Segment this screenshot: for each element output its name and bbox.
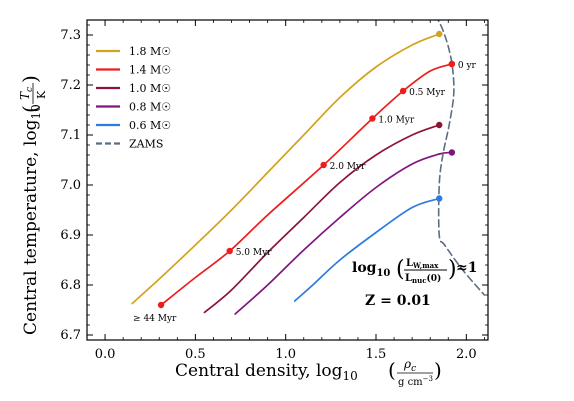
y-axis-label-sub: 10: [29, 104, 43, 119]
zams-point-mass-1-0: [436, 121, 443, 129]
legend: 1.8 M☉ 1.4 M☉ 1.0 M☉ 0.8 M☉ 0.6 M☉ ZAMS: [96, 45, 171, 151]
age-marker: [157, 301, 165, 309]
x-axis-label: Central density, log10 ( ρc g cm−3 ): [175, 357, 442, 388]
svg-text:Lnuc(0): Lnuc(0): [405, 273, 441, 285]
x-axis-label-sub: 10: [343, 369, 358, 383]
age-label: 5.0 Myr: [236, 248, 272, 258]
y-tick-label: 6.9: [60, 228, 81, 243]
legend-label: ZAMS: [129, 138, 163, 151]
age-marker: [226, 247, 233, 255]
zams-point-mass-0-6: [436, 195, 443, 202]
y-paren-open: (: [18, 105, 42, 113]
y-tick-label: 7.3: [60, 28, 81, 43]
series-line-zams: [437, 20, 486, 296]
y-tick-label: 6.8: [60, 278, 81, 293]
series-layer: [131, 20, 486, 315]
age-marker: [369, 115, 376, 122]
age-label: 0.5 Myr: [409, 88, 445, 98]
series-line-mass-1-8: [131, 33, 441, 305]
y-paren-close: ): [18, 75, 42, 83]
condition-annotation: log10 ( LW,max Lnuc(0) ) ≈1: [352, 257, 477, 285]
svg-text:Central temperature, log10: Central temperature, log10: [21, 104, 43, 335]
x-tick-label: 0.5: [185, 347, 206, 362]
age-marker: [320, 161, 327, 169]
x-tick-label: 1.5: [366, 347, 387, 362]
legend-label: 1.4 M☉: [129, 64, 171, 77]
series-line-mass-1-0: [203, 124, 441, 314]
age-marker: [448, 60, 456, 68]
svg-text:≈1: ≈1: [456, 260, 477, 276]
x-tick-label: 0.0: [95, 347, 116, 362]
cond-paren-close: ): [448, 257, 457, 282]
zams-point-mass-1-8: [436, 30, 443, 38]
age-label: ≥ 44 Myr: [133, 314, 177, 324]
y-tick-label: 7.1: [60, 128, 81, 143]
y-frac-den: K: [35, 90, 48, 99]
tick-label-layer: 0.0 0.5 1.0 1.5 2.0 6.7 6.8 6.9 7.0 7.1 7.2 7.3: [60, 28, 476, 362]
metallicity-label: Z = 0.01: [365, 293, 431, 309]
x-tick-label: 2.0: [456, 347, 477, 362]
cond-paren-open: (: [396, 257, 405, 282]
x-paren-open: (: [388, 358, 396, 382]
legend-label: 1.8 M☉: [129, 45, 171, 58]
x-paren-close: ): [434, 358, 442, 382]
legend-label: 0.8 M☉: [129, 101, 171, 114]
y-frac-num: Tc: [18, 87, 35, 100]
age-label: 0 yr: [458, 61, 477, 71]
svg-text:Central density, log10: Central density, log10: [175, 361, 358, 383]
series-line-mass-0-8: [234, 151, 453, 315]
y-tick-label: 7.0: [60, 178, 81, 193]
y-axis-label-main: Central temperature, log: [21, 119, 41, 335]
x-axis-label-main: Central density, log: [175, 361, 343, 381]
age-label: 2.0 Myr: [330, 162, 366, 172]
age-label: 1.0 Myr: [378, 116, 414, 126]
x-tick-label: 1.0: [275, 347, 296, 362]
y-tick-label: 6.7: [60, 328, 81, 343]
age-marker: [399, 87, 407, 95]
plot-frame: [86, 19, 489, 341]
legend-label: 1.0 M☉: [129, 82, 171, 95]
zams-point-mass-0-8: [448, 149, 456, 156]
marker-layer: [157, 30, 456, 309]
legend-label: 0.6 M☉: [129, 119, 171, 132]
y-tick-label: 7.2: [60, 78, 81, 93]
series-line-mass-0-6: [293, 197, 441, 302]
svg-text:LW,max: LW,max: [406, 258, 439, 270]
y-axis-label: Central temperature, log10 ( Tc K ): [18, 75, 48, 335]
age-label-layer: ≥ 44 Myr 5.0 Myr 2.0 Myr 1.0 Myr 0.5 Myr 0 yr: [133, 61, 476, 324]
x-frac-den: g cm−3: [398, 375, 433, 388]
x-frac-num: ρc: [403, 357, 416, 374]
svg-text:log10: log10: [352, 260, 390, 279]
